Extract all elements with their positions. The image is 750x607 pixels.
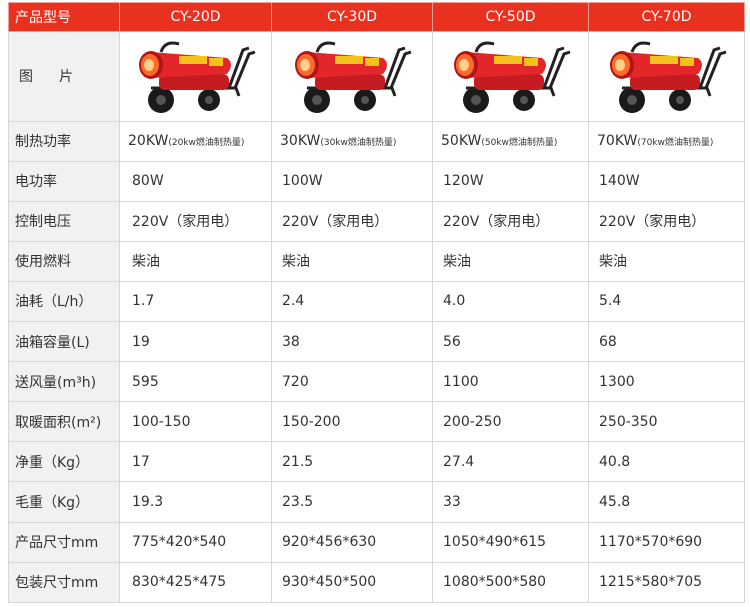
spec-value-note: (20kw燃油制热量) — [168, 138, 245, 149]
heater-image — [452, 41, 571, 115]
spec-row: 毛重（Kg） 19.3 23.5 33 45.8 — [8, 481, 745, 523]
spec-value-note: (50kw燃油制热量) — [481, 138, 558, 149]
spec-label: 使用燃料 — [8, 240, 120, 282]
spec-value-note: (70kw燃油制热量) — [637, 138, 714, 149]
model-header: CY-70D — [588, 2, 745, 32]
spec-value: 150-200 — [271, 401, 433, 443]
model-header: CY-20D — [119, 2, 272, 32]
product-image-cell — [119, 31, 272, 122]
model-header: CY-30D — [271, 2, 433, 32]
spec-row: 净重（Kg） 17 21.5 27.4 40.8 — [8, 441, 745, 483]
spec-value-note: (30kw燃油制热量) — [320, 138, 397, 149]
spec-value: 柴油 — [119, 240, 272, 282]
spec-label: 毛重（Kg） — [8, 481, 120, 523]
spec-value: 920*456*630 — [271, 521, 433, 563]
spec-row: 制热功率 20KW(20kw燃油制热量) 30KW(30kw燃油制热量) 50K… — [8, 120, 745, 162]
spec-value-main: 20KW — [128, 133, 169, 150]
spec-value: 80W — [119, 160, 272, 202]
spec-value: 2.4 — [271, 280, 433, 323]
spec-value: 27.4 — [432, 441, 589, 483]
spec-value: 17 — [119, 441, 272, 483]
spec-value: 56 — [432, 321, 589, 363]
spec-table: 产品型号 CY-20D CY-30D CY-50D CY-70D 图片 制热功率 — [8, 2, 745, 604]
product-image-cell — [271, 31, 433, 122]
spec-row: 电功率 80W 100W 120W 140W — [8, 160, 745, 202]
product-image-cell — [432, 31, 589, 122]
spec-value: 45.8 — [588, 481, 745, 523]
spec-value: 220V（家用电） — [432, 200, 589, 242]
spec-label: 送风量(m³h) — [8, 361, 120, 403]
spec-value: 1300 — [588, 361, 745, 403]
heater-image — [293, 41, 413, 115]
spec-label: 油箱容量(L) — [8, 321, 120, 363]
spec-value: 23.5 — [271, 481, 433, 523]
spec-label: 包装尺寸mm — [8, 561, 120, 604]
spec-value: 柴油 — [432, 240, 589, 282]
spec-row: 取暖面积(m²) 100-150 150-200 200-250 250-350 — [8, 401, 745, 443]
spec-label: 控制电压 — [8, 200, 120, 242]
spec-value: 柴油 — [588, 240, 745, 282]
spec-row: 送风量(m³h) 595 720 1100 1300 — [8, 361, 745, 403]
spec-value: 775*420*540 — [119, 521, 272, 563]
spec-value: 120W — [432, 160, 589, 202]
spec-value: 19 — [119, 321, 272, 363]
spec-value: 1100 — [432, 361, 589, 403]
spec-value: 柴油 — [271, 240, 433, 282]
spec-value-main: 30KW — [280, 133, 321, 150]
image-row-label: 图片 — [8, 31, 120, 122]
spec-value: 1080*500*580 — [432, 561, 589, 604]
spec-value: 68 — [588, 321, 745, 363]
spec-label: 制热功率 — [8, 120, 120, 162]
spec-value-main: 50KW — [441, 133, 482, 150]
spec-label: 取暖面积(m²) — [8, 401, 120, 443]
spec-label: 油耗（L/h） — [8, 280, 120, 323]
spec-row: 包装尺寸mm 830*425*475 930*450*500 1080*500*… — [8, 561, 745, 604]
spec-value: 70KW(70kw燃油制热量) — [588, 120, 745, 162]
spec-value: 1170*570*690 — [588, 521, 745, 563]
header-row: 产品型号 CY-20D CY-30D CY-50D CY-70D — [8, 2, 745, 32]
spec-value: 720 — [271, 361, 433, 403]
spec-value: 21.5 — [271, 441, 433, 483]
spec-row: 油耗（L/h） 1.7 2.4 4.0 5.4 — [8, 280, 745, 323]
product-image-cell — [588, 31, 745, 122]
spec-value: 1.7 — [119, 280, 272, 323]
spec-row: 油箱容量(L) 19 38 56 68 — [8, 321, 745, 363]
spec-value: 220V（家用电） — [271, 200, 433, 242]
spec-value: 38 — [271, 321, 433, 363]
spec-label: 电功率 — [8, 160, 120, 202]
heater-image — [608, 41, 727, 115]
image-row: 图片 — [8, 31, 745, 122]
spec-label: 产品尺寸mm — [8, 521, 120, 563]
spec-value: 30KW(30kw燃油制热量) — [271, 120, 433, 162]
spec-value: 220V（家用电） — [588, 200, 745, 242]
spec-value: 930*450*500 — [271, 561, 433, 604]
spec-value: 100W — [271, 160, 433, 202]
spec-row: 产品尺寸mm 775*420*540 920*456*630 1050*490*… — [8, 521, 745, 563]
spec-value: 1215*580*705 — [588, 561, 745, 604]
spec-value: 33 — [432, 481, 589, 523]
spec-value: 4.0 — [432, 280, 589, 323]
spec-value: 250-350 — [588, 401, 745, 443]
spec-value: 595 — [119, 361, 272, 403]
spec-value: 20KW(20kw燃油制热量) — [119, 120, 272, 162]
spec-value: 1050*490*615 — [432, 521, 589, 563]
spec-row: 使用燃料 柴油 柴油 柴油 柴油 — [8, 240, 745, 282]
spec-value: 100-150 — [119, 401, 272, 443]
spec-value: 220V（家用电） — [119, 200, 272, 242]
heater-image — [137, 41, 256, 115]
spec-label: 净重（Kg） — [8, 441, 120, 483]
header-label: 产品型号 — [8, 2, 120, 32]
spec-value: 19.3 — [119, 481, 272, 523]
spec-value: 200-250 — [432, 401, 589, 443]
spec-value: 40.8 — [588, 441, 745, 483]
spec-value-main: 70KW — [597, 133, 638, 150]
spec-value: 5.4 — [588, 280, 745, 323]
spec-value: 830*425*475 — [119, 561, 272, 604]
model-header: CY-50D — [432, 2, 589, 32]
spec-value: 140W — [588, 160, 745, 202]
spec-value: 50KW(50kw燃油制热量) — [432, 120, 589, 162]
spec-row: 控制电压 220V（家用电） 220V（家用电） 220V（家用电） 220V（… — [8, 200, 745, 242]
